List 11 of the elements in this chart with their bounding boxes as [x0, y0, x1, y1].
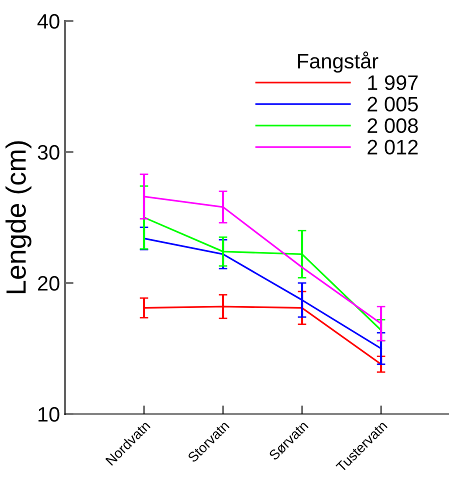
y-tick-label: 10 — [38, 407, 60, 422]
line-series — [143, 216, 382, 331]
legend-label: 2 012 — [368, 140, 418, 155]
legend-title: Fangstår — [298, 52, 378, 73]
y-axis-title: Lengde (cm) — [6, 141, 32, 294]
y-tick-label: 40 — [37, 14, 60, 29]
y-tick-label: 30 — [38, 145, 60, 160]
legend-label: 2 005 — [368, 96, 418, 112]
y-tick-label: 20 — [38, 276, 60, 291]
legend-label: 2 008 — [368, 118, 418, 134]
legend-label: 1 997 — [368, 75, 418, 90]
